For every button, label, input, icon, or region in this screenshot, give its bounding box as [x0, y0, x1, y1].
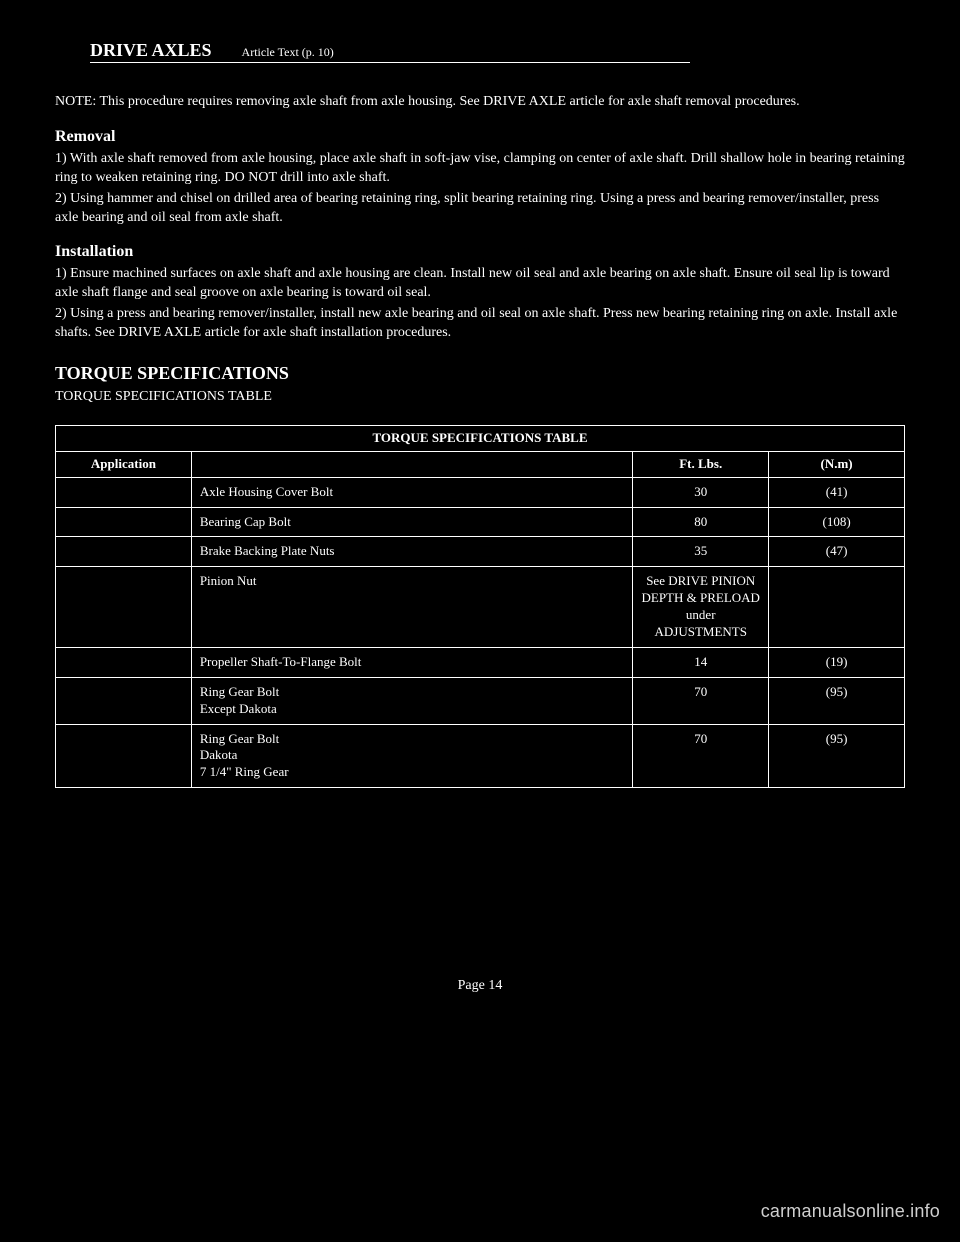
- page-header: DRIVE AXLES Article Text (p. 10): [90, 40, 690, 63]
- torque-table-wrap: TORQUE SPECIFICATIONS TABLE Application …: [55, 425, 905, 788]
- table-cell: 70: [633, 677, 769, 724]
- header-subtitle: Article Text (p. 10): [242, 45, 334, 60]
- removal-subtitle: Removal: [55, 128, 905, 146]
- table-row: Axle Housing Cover Bolt 30 (41): [56, 477, 905, 507]
- table-row: Ring Gear Bolt Dakota 7 1/4" Ring Gear 7…: [56, 724, 905, 788]
- removal-step-1: 1) With axle shaft removed from axle hou…: [55, 150, 905, 188]
- page-content: DRIVE AXLES Article Text (p. 10) NOTE: T…: [0, 0, 960, 994]
- table-cell: 35: [633, 537, 769, 567]
- table-cell: [56, 477, 192, 507]
- table-cell: Ring Gear Bolt Except Dakota: [191, 677, 632, 724]
- table-cell: See DRIVE PINION DEPTH & PRELOAD under A…: [633, 567, 769, 648]
- table-col-1: [191, 451, 632, 477]
- table-cell: Brake Backing Plate Nuts: [191, 537, 632, 567]
- install-step-1: 1) Ensure machined surfaces on axle shaf…: [55, 265, 905, 303]
- table-col-2: Ft. Lbs.: [633, 451, 769, 477]
- table-cell: [56, 647, 192, 677]
- page-number: Page 14: [55, 978, 905, 994]
- table-cell: (108): [769, 507, 905, 537]
- note-paragraph: NOTE: This procedure requires removing a…: [55, 93, 905, 112]
- table-title-row: TORQUE SPECIFICATIONS TABLE: [56, 425, 905, 451]
- table-row: Ring Gear Bolt Except Dakota 70 (95): [56, 677, 905, 724]
- table-row: Pinion Nut See DRIVE PINION DEPTH & PREL…: [56, 567, 905, 648]
- installation-subtitle: Installation: [55, 243, 905, 261]
- table-cell: 14: [633, 647, 769, 677]
- table-cell: (41): [769, 477, 905, 507]
- procedure-section: NOTE: This procedure requires removing a…: [55, 93, 905, 343]
- table-cell: [56, 724, 192, 788]
- table-cell: Axle Housing Cover Bolt: [191, 477, 632, 507]
- table-cell: 70: [633, 724, 769, 788]
- torque-spec-caption: TORQUE SPECIFICATIONS TABLE: [55, 388, 905, 407]
- table-cell: Ring Gear Bolt Dakota 7 1/4" Ring Gear: [191, 724, 632, 788]
- table-cell: [56, 537, 192, 567]
- table-cell: Pinion Nut: [191, 567, 632, 648]
- table-cell: 30: [633, 477, 769, 507]
- table-cell: Bearing Cap Bolt: [191, 507, 632, 537]
- table-cell: (19): [769, 647, 905, 677]
- table-row: Brake Backing Plate Nuts 35 (47): [56, 537, 905, 567]
- table-cell: [56, 677, 192, 724]
- table-cell: (95): [769, 677, 905, 724]
- table-cell: 80: [633, 507, 769, 537]
- table-cell: (47): [769, 537, 905, 567]
- table-col-3: (N.m): [769, 451, 905, 477]
- table-row: Bearing Cap Bolt 80 (108): [56, 507, 905, 537]
- table-cell: [56, 567, 192, 648]
- table-title-cell: TORQUE SPECIFICATIONS TABLE: [56, 425, 905, 451]
- torque-table: TORQUE SPECIFICATIONS TABLE Application …: [55, 425, 905, 788]
- header-title: DRIVE AXLES: [90, 40, 212, 61]
- watermark-text: carmanualsonline.info: [761, 1201, 940, 1222]
- table-cell: Propeller Shaft-To-Flange Bolt: [191, 647, 632, 677]
- table-cell: (95): [769, 724, 905, 788]
- table-cell: [56, 507, 192, 537]
- install-step-2: 2) Using a press and bearing remover/ins…: [55, 305, 905, 343]
- table-cell: [769, 567, 905, 648]
- table-col-0: Application: [56, 451, 192, 477]
- table-row: Propeller Shaft-To-Flange Bolt 14 (19): [56, 647, 905, 677]
- removal-step-2: 2) Using hammer and chisel on drilled ar…: [55, 190, 905, 228]
- torque-spec-title: TORQUE SPECIFICATIONS: [55, 363, 905, 384]
- table-header-row: Application Ft. Lbs. (N.m): [56, 451, 905, 477]
